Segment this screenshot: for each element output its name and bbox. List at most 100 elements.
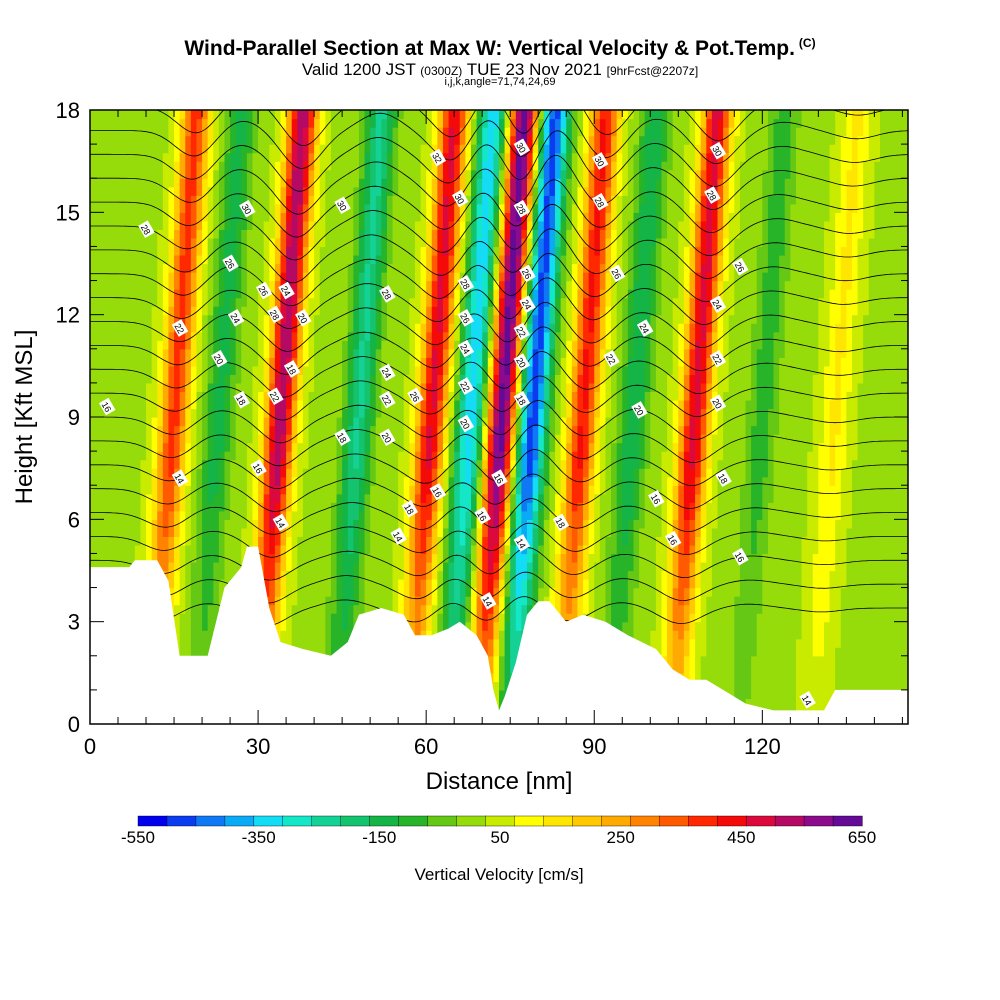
velocity-cell	[386, 553, 394, 563]
velocity-cell	[302, 536, 310, 546]
velocity-cell	[342, 553, 349, 563]
velocity-cell	[756, 570, 763, 580]
velocity-cell	[202, 596, 209, 606]
velocity-cell	[790, 672, 797, 682]
velocity-cell	[291, 638, 298, 648]
velocity-cell	[745, 485, 752, 495]
velocity-cell	[700, 561, 707, 572]
velocity-cell	[118, 544, 125, 555]
velocity-cell	[616, 553, 623, 563]
velocity-cell	[527, 553, 534, 563]
velocity-cell	[269, 561, 276, 572]
velocity-cell	[678, 621, 685, 631]
velocity-cell	[431, 434, 438, 444]
velocity-cell	[302, 502, 310, 512]
velocity-cell	[174, 596, 181, 606]
velocity-cell	[851, 596, 859, 606]
velocity-cell	[639, 621, 646, 631]
velocity-cell	[364, 544, 371, 555]
velocity-cell	[90, 502, 97, 512]
velocity-cell	[667, 502, 674, 512]
velocity-cell	[661, 579, 668, 589]
velocity-cell	[891, 655, 898, 665]
velocity-cell	[213, 527, 220, 537]
velocity-cell	[269, 493, 276, 503]
velocity-cell	[101, 519, 108, 529]
velocity-cell	[207, 621, 214, 631]
velocity-cell	[521, 442, 528, 452]
velocity-cell	[767, 689, 775, 700]
velocity-cell	[470, 493, 478, 503]
velocity-cell	[95, 536, 102, 546]
velocity-cell	[375, 485, 382, 495]
velocity-cell	[235, 434, 242, 444]
velocity-cell	[263, 476, 270, 486]
velocity-cell	[644, 519, 651, 529]
velocity-cell	[756, 689, 763, 700]
velocity-cell	[112, 442, 119, 452]
velocity-cell	[118, 459, 125, 469]
velocity-cell	[611, 587, 618, 597]
velocity-cell	[218, 425, 226, 435]
velocity-cell	[594, 536, 601, 546]
velocity-cell	[325, 630, 332, 640]
velocity-cell	[235, 544, 242, 555]
velocity-cell	[504, 536, 511, 546]
velocity-cell	[325, 587, 332, 597]
velocity-cell	[779, 536, 786, 546]
velocity-cell	[566, 553, 573, 563]
velocity-cell	[555, 604, 562, 614]
velocity-cell	[689, 570, 696, 580]
velocity-cell	[510, 604, 517, 614]
velocity-cell	[678, 664, 685, 674]
velocity-cell	[129, 451, 136, 461]
velocity-cell	[414, 476, 422, 486]
velocity-cell	[454, 434, 461, 444]
velocity-cell	[874, 621, 881, 631]
velocity-cell	[319, 442, 326, 452]
velocity-cell	[829, 647, 836, 657]
velocity-cell	[134, 425, 142, 435]
velocity-cell	[683, 519, 691, 529]
velocity-cell	[577, 434, 584, 444]
velocity-cell	[95, 459, 102, 469]
velocity-cell	[499, 570, 506, 580]
velocity-cell	[605, 476, 612, 486]
velocity-cell	[196, 561, 203, 572]
velocity-cell	[168, 502, 175, 512]
velocity-cell	[370, 587, 377, 597]
velocity-cell	[470, 536, 478, 546]
velocity-cell	[644, 536, 651, 546]
velocity-cell	[538, 485, 545, 495]
velocity-cell	[594, 442, 601, 452]
velocity-cell	[723, 672, 730, 682]
velocity-cell	[767, 570, 775, 580]
velocity-cell	[790, 613, 797, 623]
velocity-cell	[504, 502, 511, 512]
velocity-cell	[795, 672, 803, 682]
velocity-cell	[314, 596, 321, 606]
velocity-cell	[162, 485, 170, 495]
velocity-cell	[274, 468, 282, 478]
velocity-cell	[801, 681, 808, 691]
velocity-cell	[454, 536, 461, 546]
velocity-cell	[375, 493, 382, 503]
velocity-cell	[157, 425, 164, 435]
velocity-cell	[448, 468, 455, 478]
velocity-cell	[784, 655, 791, 665]
velocity-cell	[269, 442, 276, 452]
velocity-cell	[499, 647, 506, 657]
velocity-cell	[683, 613, 691, 623]
velocity-cell	[751, 638, 758, 648]
velocity-cell	[493, 579, 500, 589]
velocity-cell	[874, 647, 881, 657]
velocity-cell	[835, 519, 842, 529]
velocity-cell	[106, 434, 114, 444]
velocity-cell	[470, 570, 478, 580]
velocity-cell	[330, 587, 338, 597]
velocity-cell	[868, 536, 875, 546]
velocity-cell	[896, 502, 903, 512]
velocity-cell	[840, 442, 847, 452]
velocity-cell	[174, 519, 181, 529]
velocity-cell	[448, 502, 455, 512]
